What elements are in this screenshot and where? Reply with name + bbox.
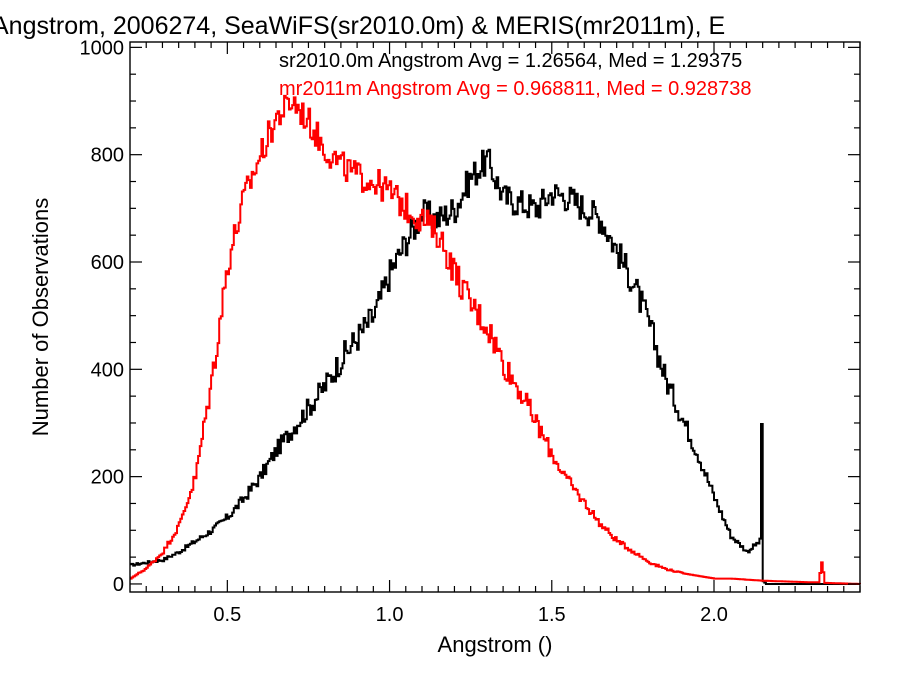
series-line-1 (130, 148, 860, 585)
legend-entry-series2: mr2011m Angstrom Avg = 0.968811, Med = 0… (279, 78, 752, 100)
series-line-2 (130, 94, 861, 585)
x-axis: 0.5 1.0 1.5 2.0 (145, 42, 861, 626)
y-axis: 0 200 400 600 800 1000 (80, 37, 860, 596)
y-axis-label: Number of Observations (28, 198, 53, 436)
y-tick-label: 1000 (80, 37, 125, 59)
x-tick-label: 1.0 (376, 604, 404, 626)
y-tick-label: 800 (91, 145, 124, 167)
y-tick-label: 400 (91, 359, 124, 381)
plot-frame (129, 41, 861, 593)
x-tick-label: 1.5 (538, 604, 566, 626)
legend: sr2010.0m Angstrom Avg = 1.26564, Med = … (279, 50, 752, 100)
legend-entry-series1: sr2010.0m Angstrom Avg = 1.26564, Med = … (279, 50, 742, 72)
x-tick-label: 0.5 (213, 604, 241, 626)
x-tick-label: 2.0 (700, 604, 728, 626)
y-tick-label: 0 (113, 574, 124, 596)
plot-series (130, 94, 861, 585)
x-axis-label: Angstrom () (438, 632, 553, 657)
y-tick-label: 200 (91, 467, 124, 489)
y-tick-label: 600 (91, 252, 124, 274)
chart-title: Angstrom, 2006274, SeaWiFS(sr2010.0m) & … (0, 12, 725, 40)
